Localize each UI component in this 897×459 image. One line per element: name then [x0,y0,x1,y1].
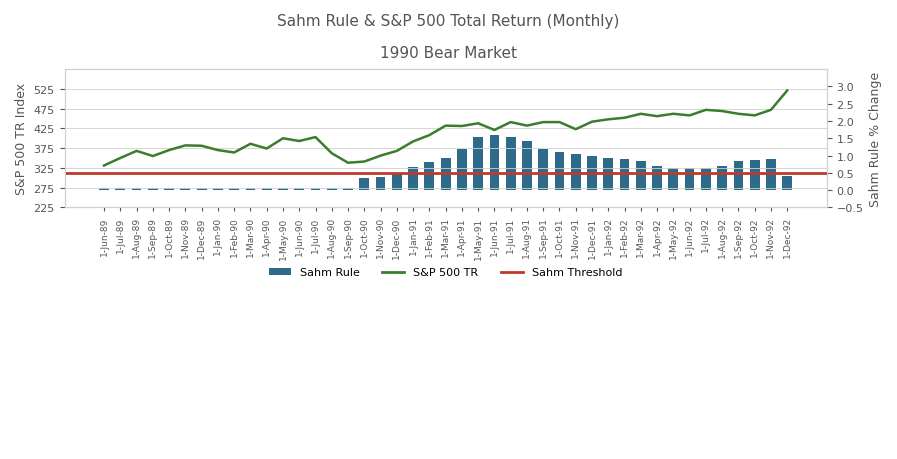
Bar [604,159,614,190]
Text: 1990 Bear Market: 1990 Bear Market [380,46,517,61]
Bar [620,160,630,190]
Bar [344,188,353,190]
Bar [408,167,418,190]
Bar [766,160,776,190]
Bar [588,156,597,190]
Bar [213,188,222,190]
Bar [376,178,386,190]
Bar [360,179,370,190]
Bar [310,188,320,190]
Y-axis label: S&P 500 TR Index: S&P 500 TR Index [15,83,28,195]
Bar [116,188,126,190]
Bar [100,188,109,190]
Legend: Sahm Rule, S&P 500 TR, Sahm Threshold: Sahm Rule, S&P 500 TR, Sahm Threshold [265,263,627,282]
Bar [684,169,694,190]
Bar [294,188,304,190]
Bar [506,137,516,190]
Bar [570,155,580,190]
Bar [522,141,532,190]
Bar [440,159,450,190]
Bar [474,137,483,190]
Bar [164,188,174,190]
Bar [538,149,548,190]
Bar [262,188,272,190]
Bar [554,153,564,190]
Bar [327,188,336,190]
Bar [132,188,142,190]
Y-axis label: Sahm Rule % Change: Sahm Rule % Change [869,72,882,207]
Bar [490,135,500,190]
Bar [668,168,678,190]
Bar [701,168,710,190]
Bar [392,174,402,190]
Bar [750,161,760,190]
Text: Sahm Rule & S&P 500 Total Return (Monthly): Sahm Rule & S&P 500 Total Return (Monthl… [277,14,620,29]
Bar [148,188,158,190]
Bar [636,162,646,190]
Bar [734,162,744,190]
Bar [718,167,727,190]
Bar [457,149,466,190]
Bar [180,188,190,190]
Bar [230,188,239,190]
Bar [424,162,434,190]
Bar [652,167,662,190]
Bar [782,176,792,190]
Bar [196,188,206,190]
Bar [278,188,288,190]
Bar [246,188,256,190]
